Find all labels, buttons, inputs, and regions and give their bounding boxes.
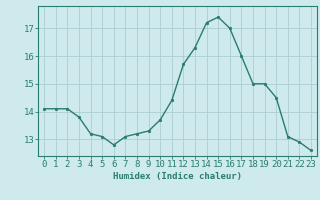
X-axis label: Humidex (Indice chaleur): Humidex (Indice chaleur) <box>113 172 242 181</box>
